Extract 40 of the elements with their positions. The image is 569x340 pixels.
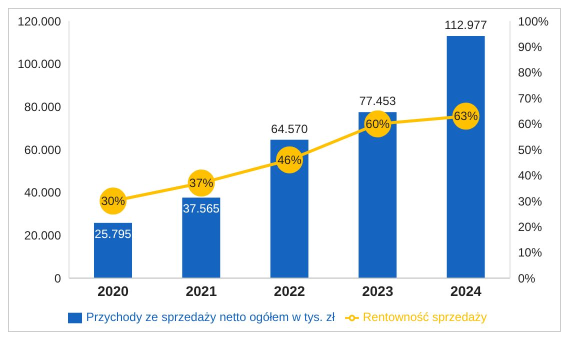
data-label: 30% — [101, 194, 126, 208]
bar — [182, 198, 220, 278]
y2-tick-label: 80% — [518, 66, 542, 80]
y2-tick-label: 30% — [518, 194, 542, 208]
y-tick-label: 60.000 — [24, 142, 62, 157]
y2-tick-label: 10% — [518, 246, 542, 260]
data-label: 63% — [454, 109, 478, 124]
data-label: 37% — [189, 176, 214, 190]
y2-tick-label: 60% — [518, 117, 542, 132]
y-tick-label: 0 — [54, 271, 62, 286]
data-label: 77.453 — [359, 94, 396, 108]
y2-tick-label: 0% — [518, 271, 536, 286]
data-label: 64.570 — [271, 122, 308, 136]
data-label: 37.565 — [182, 202, 220, 216]
bar — [446, 36, 485, 278]
x-tick-label: 2021 — [186, 283, 218, 300]
bar — [358, 112, 397, 278]
data-label: 46% — [277, 152, 302, 167]
y-tick-label: 20.000 — [24, 228, 62, 243]
y-tick-label: 80.000 — [24, 100, 62, 114]
x-tick-label: 2023 — [362, 283, 394, 300]
y2-tick-label: 70% — [518, 91, 542, 106]
y-tick-label: 40.000 — [24, 186, 62, 200]
y-tick-label: 100.000 — [18, 57, 62, 72]
y2-tick-label: 100% — [518, 14, 550, 28]
y2-tick-label: 40% — [518, 168, 542, 183]
x-tick-label: 2022 — [274, 283, 306, 300]
y2-tick-label: 20% — [518, 220, 542, 234]
legend-label: Rentowność sprzedaży — [362, 310, 487, 324]
x-tick-label: 2020 — [98, 283, 129, 300]
y-tick-label: 120.000 — [18, 14, 62, 28]
bar — [94, 222, 132, 278]
data-label: 112.977 — [444, 18, 488, 32]
bar — [270, 140, 308, 278]
x-tick-label: 2024 — [450, 283, 482, 300]
y2-tick-label: 50% — [518, 142, 542, 157]
y2-tick-label: 90% — [518, 40, 542, 54]
data-label: 60% — [366, 116, 390, 131]
data-label: 25.795 — [94, 226, 132, 241]
legend-label: Przychody ze sprzedaży netto ogółem w tys. zł — [86, 310, 335, 324]
